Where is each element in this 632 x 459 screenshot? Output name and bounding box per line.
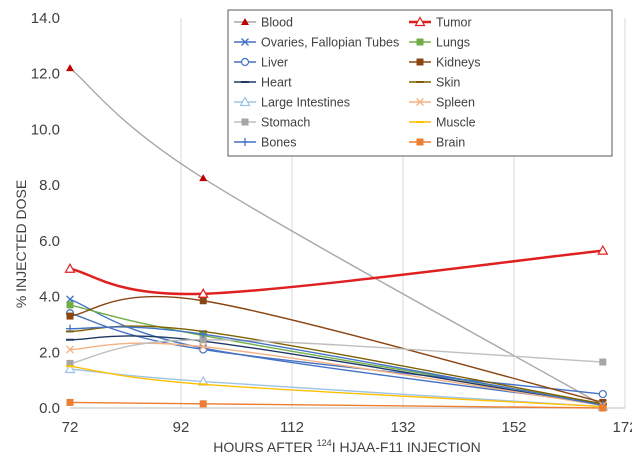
data-point [197,288,209,298]
y-tick-label: 2.0 [39,344,60,361]
data-point [199,330,208,339]
legend-label: Bones [261,136,296,150]
data-point [66,301,74,309]
series-spleen [66,342,607,410]
legend-label: Heart [261,76,292,90]
series-line [69,249,603,296]
y-axis-title: % INJECTED DOSE [13,180,29,308]
legend-item: Heart [234,76,292,90]
legend-swatch-marker [416,98,424,106]
legend-label: Muscle [436,116,476,130]
data-point [199,342,208,351]
data-point [199,400,207,408]
x-tick-label: 92 [173,419,190,436]
legend-label: Skin [436,76,460,90]
y-tick-label: 12.0 [31,66,60,83]
legend-swatch-marker [414,16,426,27]
data-point [66,359,74,367]
legend-swatch-marker [241,18,249,25]
series-line [69,339,603,365]
series-tumor [64,244,609,298]
legend-label: Stomach [261,116,310,130]
data-point [199,174,208,182]
data-point [66,324,74,333]
legend-label: Kidneys [436,56,480,70]
x-tick-labels: 72 92 112 132 152 172 [62,419,632,436]
series-line [69,342,603,406]
y-tick-label: 14.0 [31,10,60,27]
series-line [69,335,603,406]
legend-item: Stomach [234,116,310,130]
legend-swatch-marker [416,138,424,146]
series-line [69,312,603,395]
legend-swatch-marker [241,138,249,146]
legend-item: Tumor [409,16,472,30]
x-tick-label: 132 [390,419,415,436]
legend-label: Blood [261,16,293,30]
legend-label: Spleen [436,96,475,110]
legend-swatch-marker [239,96,251,107]
x-tick-label: 72 [62,419,79,436]
x-tick-label: 172 [612,419,632,436]
y-tick-label: 6.0 [39,233,60,250]
x-tick-label: 152 [501,419,526,436]
y-tick-label: 8.0 [39,177,60,194]
data-point [64,363,76,374]
legend-label: Brain [436,136,465,150]
data-point [598,389,607,399]
legend-item: Skin [409,76,460,90]
data-point [199,297,207,305]
series-bones [66,324,607,410]
data-point [599,358,607,366]
legend-swatch-marker [241,118,249,126]
series-stomach [66,336,607,367]
y-tick-label: 4.0 [39,289,60,306]
data-point [66,64,74,72]
legend-item: Blood [234,16,293,30]
legend-item: Ovaries, Fallopian Tubes [234,36,399,50]
series-line [69,295,603,404]
legend-swatch-marker [416,58,424,66]
legend-swatch-marker [416,38,424,46]
legend-item: Liver [234,56,288,70]
legend-item: Brain [409,136,465,150]
series-layer [64,64,609,412]
data-point [66,398,74,406]
legend-label: Liver [261,56,288,70]
legend-label: Tumor [436,16,472,30]
series-heart [66,335,607,407]
series-brain [66,398,607,412]
legend-item: Large Intestines [234,96,350,110]
x-tick-label: 112 [280,419,304,436]
data-point [597,244,609,255]
series-line [69,401,603,409]
data-point [66,312,74,320]
data-point [599,404,607,412]
x-axis-title: HOURS AFTER 124I HJAA-F11 INJECTION [213,438,481,455]
series-line [69,326,603,406]
legend-item: Kidneys [409,56,480,70]
legend-swatch-marker [241,38,249,46]
legend-swatch-marker [240,57,250,67]
legend: Blood Tumor Ovaries, Fallopian Tubes Lungs L… [227,9,613,157]
y-tick-label: 0.0 [39,400,60,417]
y-tick-labels: 0.0 2.0 4.0 6.0 8.0 10.0 12.0 14.0 [31,10,60,417]
legend-item: Spleen [409,96,475,110]
legend-item: Bones [234,136,296,150]
legend-label: Ovaries, Fallopian Tubes [261,36,399,50]
legend-label: Lungs [436,36,470,50]
legend-item: Lungs [409,36,470,50]
y-tick-label: 10.0 [31,121,60,138]
legend-label: Large Intestines [261,96,350,110]
data-point [199,336,207,344]
data-point [64,262,76,273]
series-line [69,365,603,408]
legend-item: Muscle [409,116,476,130]
series-line [69,67,604,406]
series-line [69,368,603,408]
data-point [66,345,74,354]
